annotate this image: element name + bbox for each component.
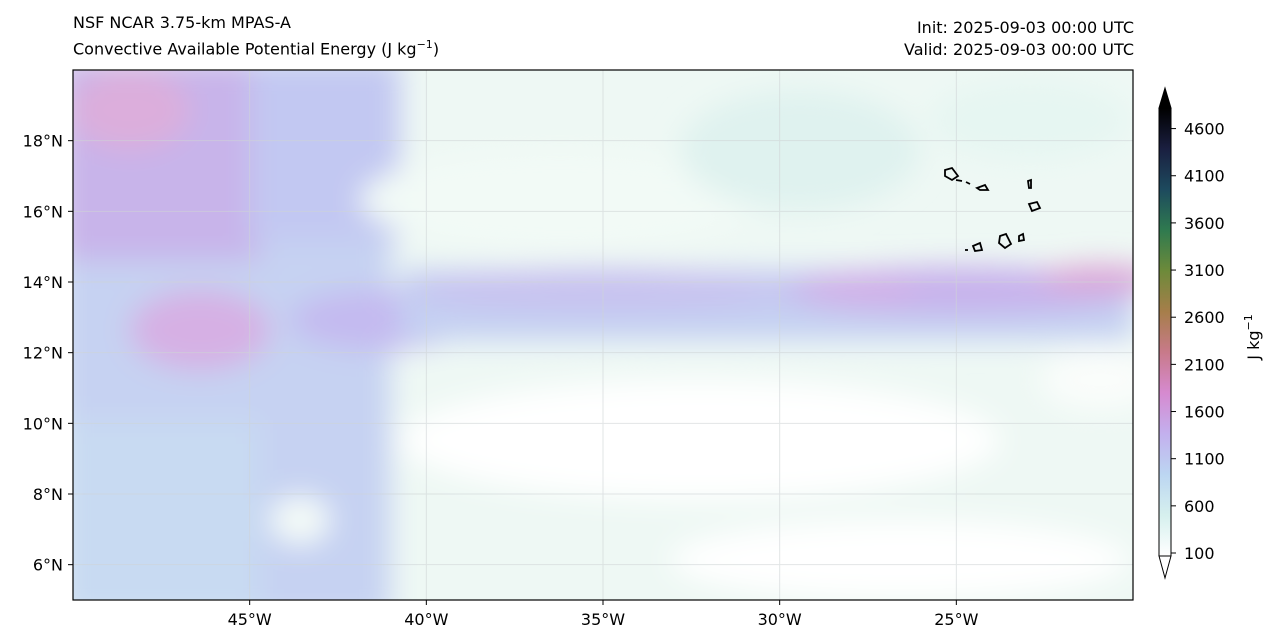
lon-tick-label: 30°W xyxy=(758,610,802,629)
colorbar-label-sup: −1 xyxy=(1242,314,1255,330)
colorbar-max-extend xyxy=(1158,86,1172,109)
lat-tick-label: 18°N xyxy=(23,132,63,151)
lat-tick-label: 14°N xyxy=(23,273,63,292)
cape-field xyxy=(73,70,1133,600)
lat-tick-label: 16°N xyxy=(23,202,63,221)
colorbar-tick-label: 4600 xyxy=(1184,120,1225,139)
field-title: Convective Available Potential Energy (J… xyxy=(73,38,439,58)
svg-text:J kg−1: J kg−1 xyxy=(1242,314,1263,360)
colorbar-min-extend xyxy=(1158,555,1172,580)
field-title-sup: −1 xyxy=(416,38,433,51)
lon-ticks: 45°W 40°W 35°W 30°W 25°W xyxy=(228,600,979,629)
colorbar-tick-label: 2600 xyxy=(1184,308,1225,327)
colorbar-tick-label: 4100 xyxy=(1184,167,1225,186)
colorbar-tick-label: 3100 xyxy=(1184,261,1225,280)
colorbar-tick-label: 600 xyxy=(1184,497,1215,516)
colorbar-ticks: 100 600 1100 1600 2100 2600 3100 3600 4100 4600 xyxy=(1171,120,1225,563)
model-title: NSF NCAR 3.75-km MPAS-A xyxy=(73,13,291,32)
field-title-text: Convective Available Potential Energy (J… xyxy=(73,39,417,59)
colorbar-label-text: J kg xyxy=(1244,330,1263,360)
lon-tick-label: 40°W xyxy=(404,610,448,629)
lat-tick-label: 12°N xyxy=(23,344,63,363)
colorbar-tick-label: 1600 xyxy=(1184,403,1225,422)
colorbar-label: J kg−1 xyxy=(1242,314,1263,360)
lat-tick-label: 6°N xyxy=(33,556,63,575)
lon-tick-label: 25°W xyxy=(934,610,978,629)
lat-ticks: 18°N 16°N 14°N 12°N 10°N 8°N 6°N xyxy=(23,132,73,575)
colorbar-gradient xyxy=(1159,108,1171,556)
colorbar: 100 600 1100 1600 2100 2600 3100 3600 4100 4600 J… xyxy=(1158,86,1263,580)
graticule xyxy=(73,70,1133,600)
init-time: Init: 2025-09-03 00:00 UTC xyxy=(916,18,1134,37)
lat-tick-label: 10°N xyxy=(23,414,63,433)
colorbar-tick-label: 100 xyxy=(1184,544,1215,563)
lon-tick-label: 45°W xyxy=(228,610,272,629)
colorbar-tick-label: 1100 xyxy=(1184,450,1225,469)
lon-tick-label: 35°W xyxy=(581,610,625,629)
lat-tick-label: 8°N xyxy=(33,485,63,504)
colorbar-tick-label: 3600 xyxy=(1184,214,1225,233)
colorbar-tick-label: 2100 xyxy=(1184,355,1225,374)
cape-verde-islands xyxy=(944,166,1042,252)
valid-time: Valid: 2025-09-03 00:00 UTC xyxy=(903,40,1134,59)
field-title-close: ) xyxy=(432,39,440,59)
